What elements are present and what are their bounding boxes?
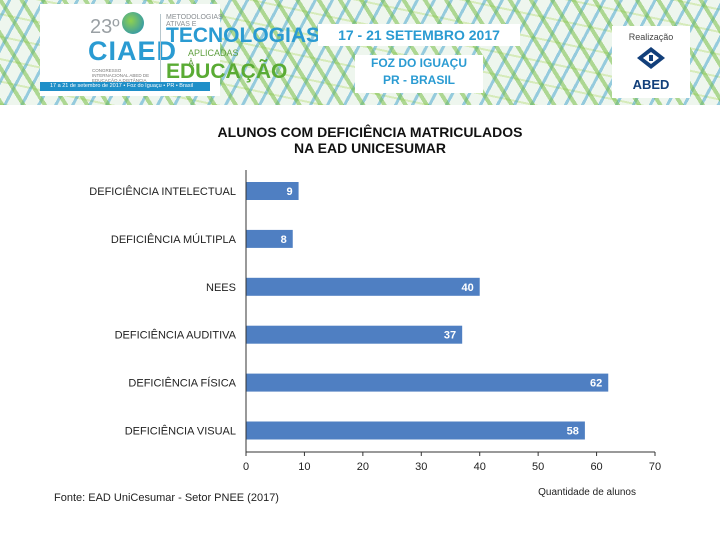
bar bbox=[246, 325, 463, 344]
logo-divider bbox=[160, 14, 161, 84]
category-label: DEFICIÊNCIA AUDITIVA bbox=[115, 329, 237, 342]
x-tick-label: 60 bbox=[590, 461, 602, 473]
bar-value-label: 62 bbox=[590, 378, 602, 390]
globe-icon bbox=[122, 12, 144, 34]
logo-date-strip: 17 a 21 de setembro de 2017 • Foz do Igu… bbox=[40, 82, 210, 91]
header-banner: 23º CIAED CONGRESSO INTERNACIONAL ABED D… bbox=[0, 0, 720, 105]
ciaed-logo: 23º CIAED CONGRESSO INTERNACIONAL ABED D… bbox=[40, 4, 320, 96]
place-line1: FOZ DO IGUAÇU bbox=[371, 56, 467, 70]
abed-logo-icon bbox=[637, 47, 665, 69]
bar-value-label: 9 bbox=[286, 186, 292, 198]
category-label: DEFICIÊNCIA FÍSICA bbox=[128, 377, 236, 390]
bar bbox=[246, 229, 293, 248]
x-tick-label: 50 bbox=[532, 461, 544, 473]
tagline-line2: TECNOLOGIAS bbox=[166, 24, 321, 47]
bar bbox=[246, 277, 480, 296]
sponsor-label: Realização bbox=[628, 32, 674, 42]
chart-title-line1: ALUNOS COM DEFICIÊNCIA MATRICULADOS bbox=[217, 124, 523, 140]
sponsor-box: Realização ABED bbox=[612, 26, 690, 98]
bar-value-label: 37 bbox=[444, 330, 456, 342]
chart-source: Fonte: EAD UniCesumar - Setor PNEE (2017… bbox=[54, 492, 279, 504]
category-label: DEFICIÊNCIA INTELECTUAL bbox=[89, 185, 236, 198]
event-dates: 17 - 21 SETEMBRO 2017 bbox=[318, 24, 520, 46]
x-axis-title: Quantidade de alunos bbox=[538, 487, 636, 498]
chart-title-line2: NA EAD UNICESUMAR bbox=[294, 140, 446, 156]
place-line2: PR - BRASIL bbox=[383, 73, 455, 87]
x-tick-label: 70 bbox=[649, 461, 661, 473]
category-label: DEFICIÊNCIA VISUAL bbox=[125, 425, 236, 438]
tagline-line1: METODOLOGIAS ATIVAS E bbox=[166, 14, 223, 28]
x-tick-label: 30 bbox=[415, 461, 427, 473]
x-tick-label: 10 bbox=[298, 461, 310, 473]
bar bbox=[246, 421, 585, 440]
bar-value-label: 8 bbox=[281, 234, 287, 246]
category-label: NEES bbox=[206, 282, 236, 294]
sponsor-name: ABED bbox=[632, 77, 670, 92]
logo-edition: 23º bbox=[90, 16, 120, 38]
bar-value-label: 40 bbox=[461, 282, 473, 294]
logo-name: CIAED bbox=[88, 36, 178, 66]
category-label: DEFICIÊNCIA MÚLTIPLA bbox=[111, 233, 237, 246]
chart-title: ALUNOS COM DEFICIÊNCIA MATRICULADOS NA E… bbox=[180, 124, 560, 156]
x-tick-label: 40 bbox=[474, 461, 486, 473]
bar bbox=[246, 373, 609, 392]
bar bbox=[246, 182, 299, 200]
bar-value-label: 58 bbox=[567, 426, 579, 438]
tagline-line4: EDUCAÇÃO bbox=[166, 60, 288, 83]
tagline-line3: APLICADAS À bbox=[188, 48, 239, 68]
logo-subtitle: CONGRESSO INTERNACIONAL ABED DE EDUCAÇÃO… bbox=[92, 68, 150, 83]
event-place: FOZ DO IGUAÇU PR - BRASIL bbox=[355, 55, 483, 93]
x-tick-label: 20 bbox=[357, 461, 369, 473]
x-tick-label: 0 bbox=[243, 461, 249, 473]
